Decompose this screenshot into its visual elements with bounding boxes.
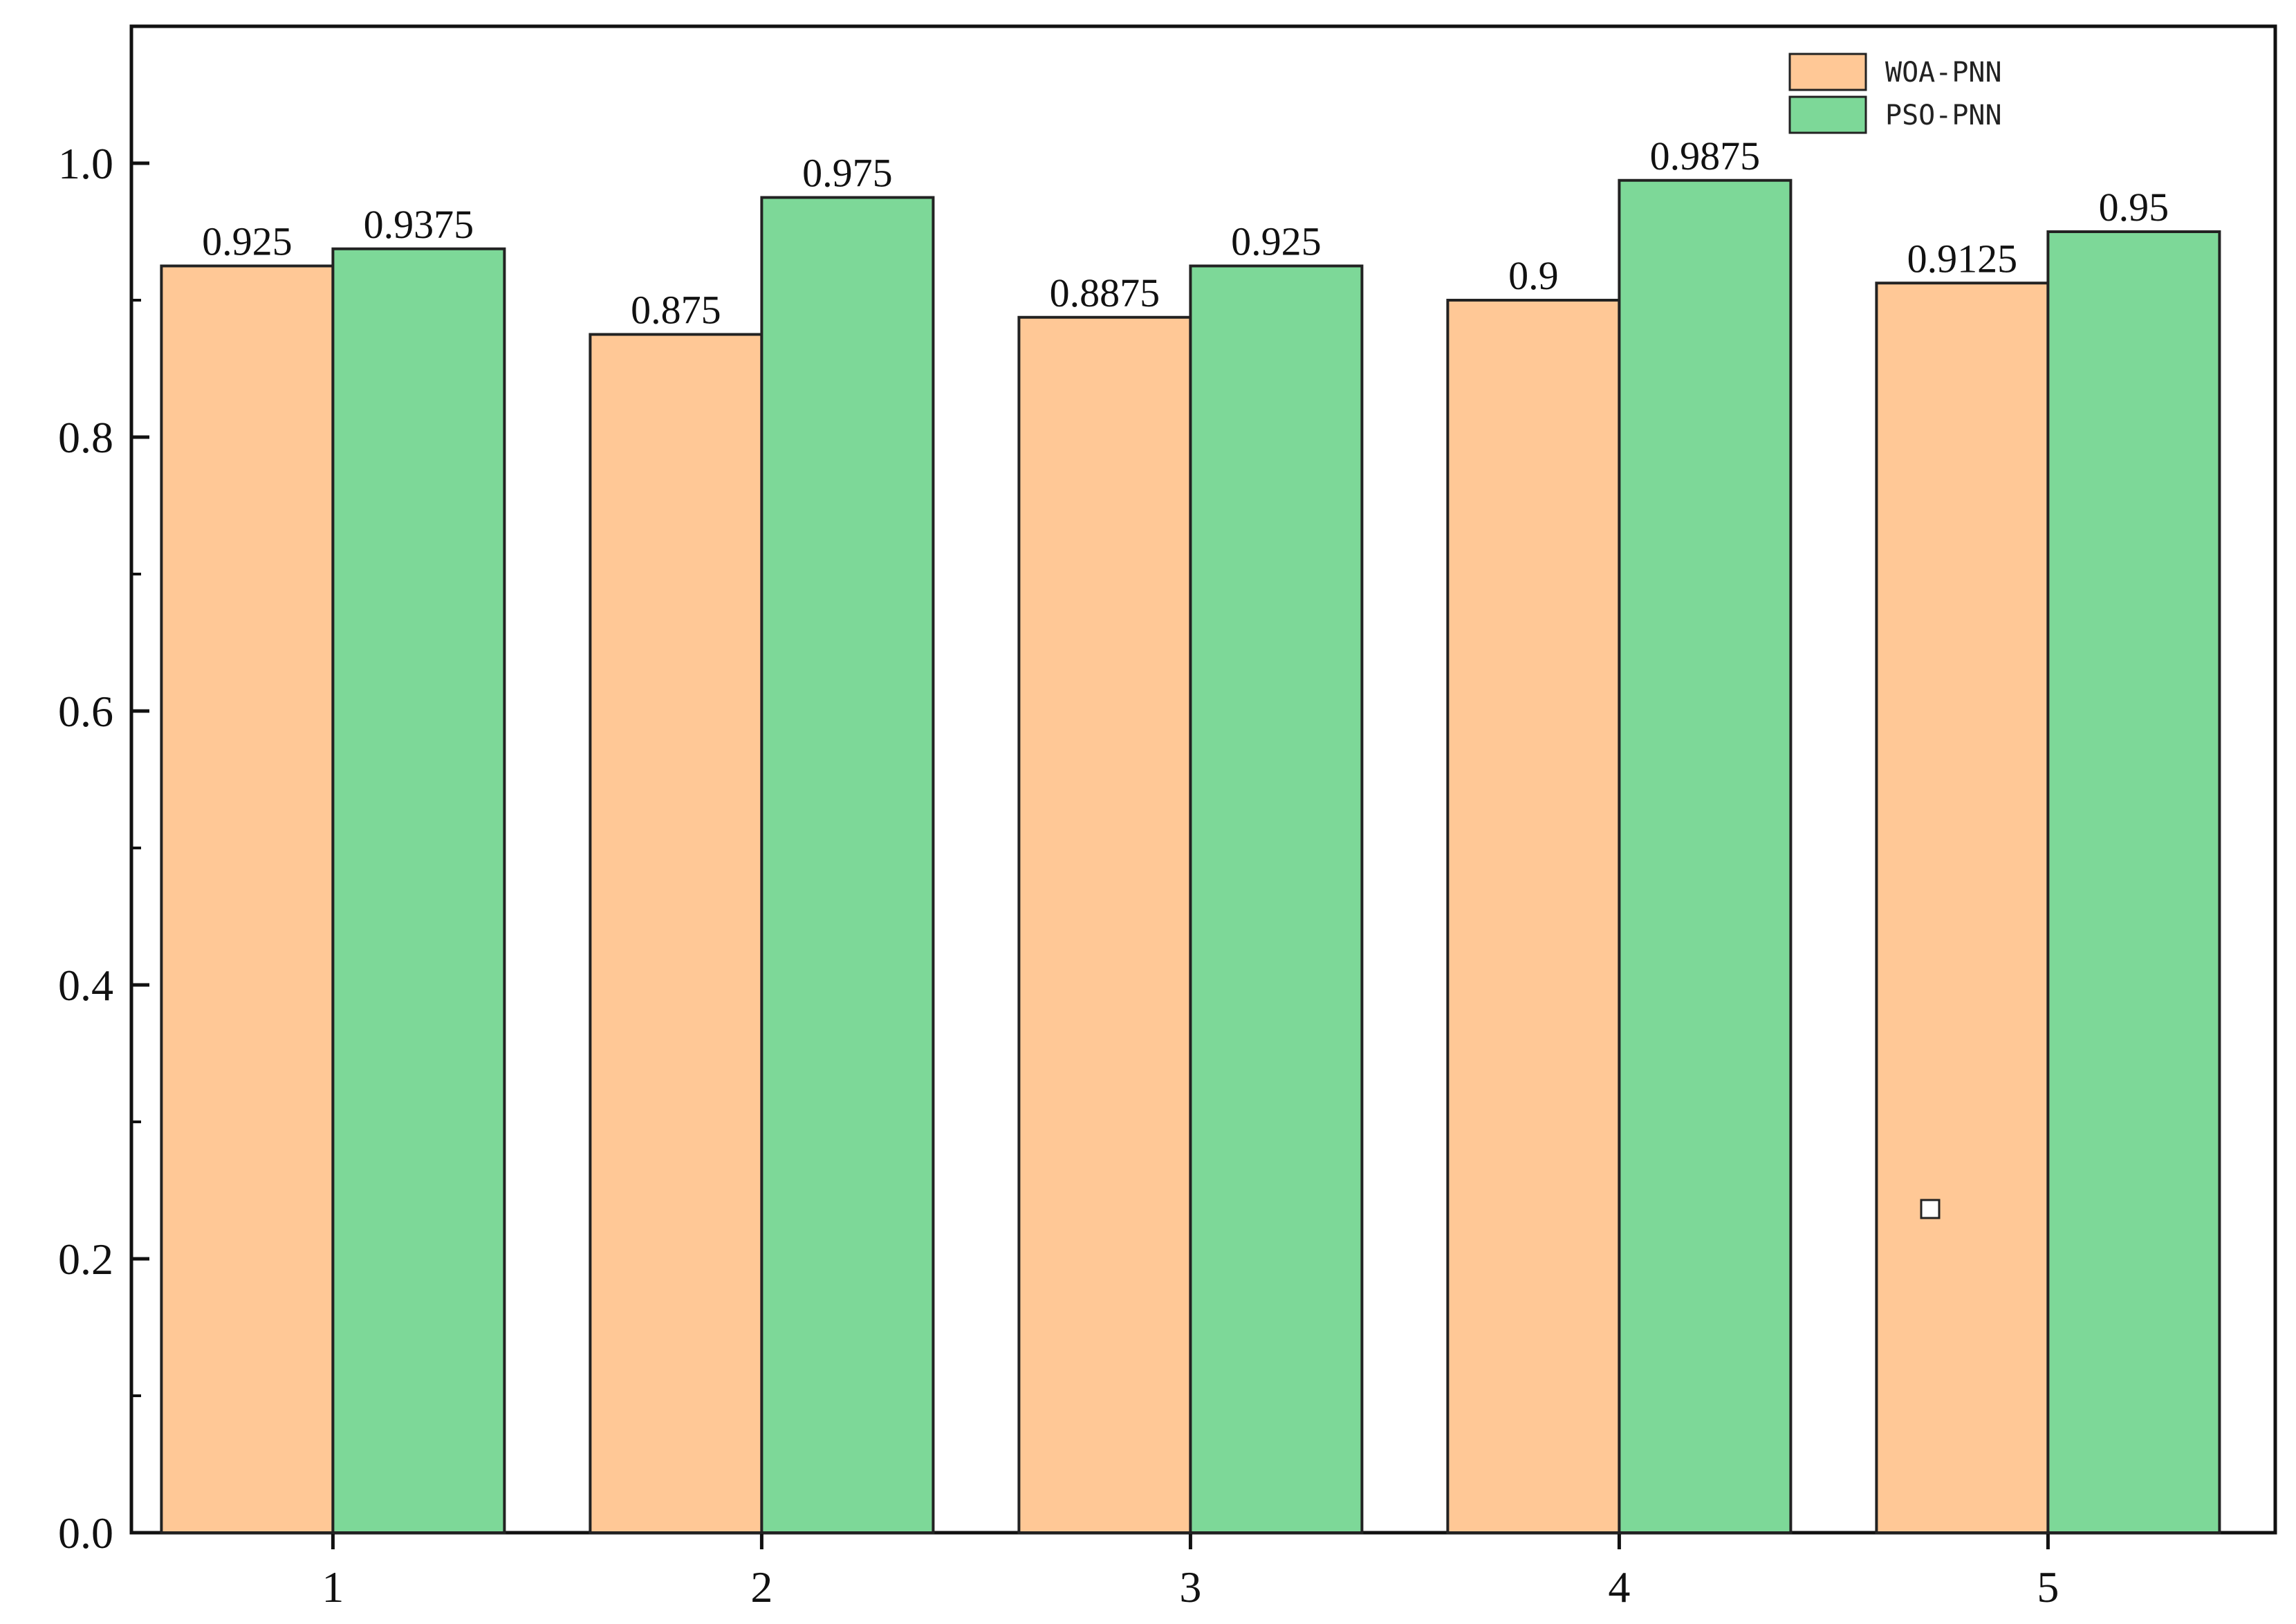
data-label: 0.95 bbox=[2099, 185, 2169, 230]
bar-woa-pnn-3 bbox=[1017, 315, 1192, 1534]
legend-swatch bbox=[1788, 95, 1867, 134]
data-label: 0.9 bbox=[1508, 253, 1559, 298]
y-tick-label: 0.4 bbox=[58, 961, 113, 1010]
bar-pso-pnn-1 bbox=[331, 247, 506, 1534]
x-tick-label: 3 bbox=[1179, 1562, 1201, 1612]
bar-series bbox=[160, 178, 2221, 1534]
data-label: 0.975 bbox=[802, 151, 893, 196]
y-tick-label: 0.8 bbox=[58, 413, 113, 462]
bar-pso-pnn-3 bbox=[1189, 264, 1364, 1534]
y-tick-label: 0.2 bbox=[58, 1235, 113, 1284]
legend-swatch bbox=[1788, 53, 1867, 91]
data-label: 0.925 bbox=[202, 219, 293, 264]
x-tick-label: 2 bbox=[750, 1562, 772, 1612]
bar-woa-pnn-5 bbox=[1875, 282, 2050, 1534]
data-label: 0.9375 bbox=[364, 202, 474, 247]
x-tick-label: 1 bbox=[322, 1562, 344, 1612]
data-labels: 0.925 0.9375 0.875 0.975 0.8875 0.925 0.9 0.987… bbox=[202, 133, 2169, 333]
x-tick-label: 4 bbox=[1608, 1562, 1630, 1612]
y-tick-label: 1.0 bbox=[58, 139, 113, 188]
legend: WOA-PNN PSO-PNN bbox=[1788, 53, 2002, 134]
data-label: 0.8875 bbox=[1050, 270, 1160, 315]
bar-pso-pnn-2 bbox=[760, 196, 935, 1534]
bar-woa-pnn-2 bbox=[589, 333, 763, 1534]
bar-pso-pnn-4 bbox=[1618, 178, 1793, 1534]
legend-label: PSO-PNN bbox=[1885, 100, 2002, 131]
y-axis: 0.0 0.2 0.4 0.6 0.8 1.0 bbox=[58, 139, 149, 1558]
bar-pso-pnn-5 bbox=[2046, 230, 2221, 1534]
data-label: 0.925 bbox=[1231, 219, 1322, 264]
x-tick-label: 5 bbox=[2037, 1562, 2059, 1612]
legend-label: WOA-PNN bbox=[1885, 57, 2002, 89]
bar-woa-pnn-4 bbox=[1446, 299, 1621, 1534]
bar-woa-pnn-1 bbox=[160, 264, 335, 1534]
y-tick-label: 0.0 bbox=[58, 1508, 113, 1558]
marker-square bbox=[1920, 1199, 1941, 1219]
data-label: 0.875 bbox=[631, 288, 721, 333]
y-tick-label: 0.6 bbox=[58, 687, 113, 736]
x-axis: 1 2 3 4 5 bbox=[322, 1533, 2059, 1612]
data-label: 0.9125 bbox=[1907, 236, 2018, 281]
data-label: 0.9875 bbox=[1650, 133, 1761, 178]
